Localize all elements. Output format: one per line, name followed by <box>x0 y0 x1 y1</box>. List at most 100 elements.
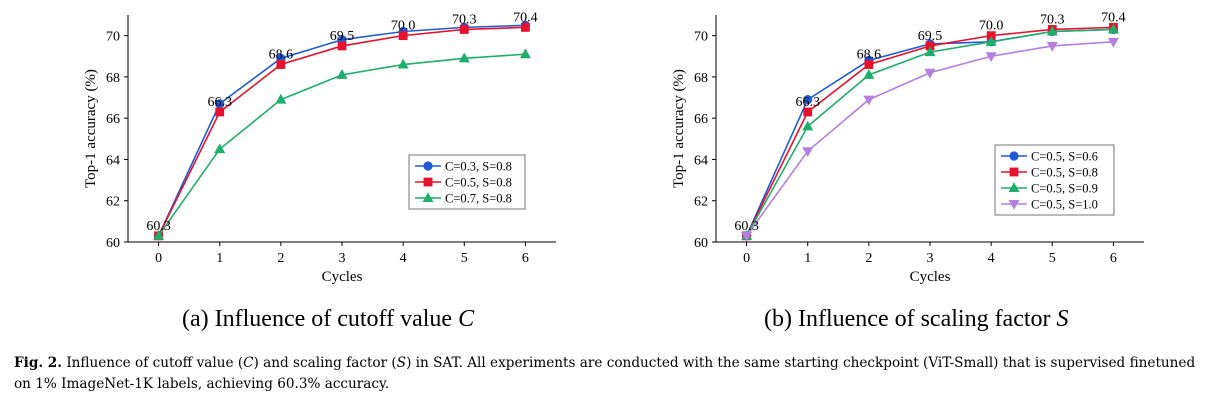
data-point <box>924 46 936 57</box>
y-tick-label: 66 <box>694 112 708 127</box>
data-point <box>215 99 225 109</box>
legend-label: C=0.5, S=1.0 <box>1031 198 1098 212</box>
y-axis-label: Top-1 accuracy (%) <box>671 69 687 188</box>
data-point <box>276 60 286 69</box>
data-point <box>214 143 226 154</box>
data-point <box>925 41 935 51</box>
data-label: 68.6 <box>857 48 882 63</box>
data-point <box>863 69 875 79</box>
y-tick-label: 62 <box>694 195 708 210</box>
data-point <box>275 93 287 104</box>
x-tick-label: 1 <box>804 251 811 266</box>
data-point <box>741 231 753 242</box>
x-tick-label: 6 <box>1110 251 1117 266</box>
figure-caption: Fig. 2. Influence of cutoff value (C) an… <box>14 353 1214 395</box>
y-tick-label: 68 <box>694 71 708 86</box>
subcaption-a: (a) Influence of cutoff value C <box>182 306 474 333</box>
data-point <box>459 25 469 34</box>
y-tick-label: 64 <box>106 153 120 168</box>
data-point <box>985 36 997 46</box>
data-label: 70.0 <box>391 19 416 34</box>
caption-var-c: C <box>243 355 254 371</box>
y-tick-label: 64 <box>694 153 708 168</box>
data-point <box>398 31 408 41</box>
data-point <box>458 52 470 63</box>
data-point <box>519 48 531 59</box>
data-point <box>1107 23 1119 34</box>
caption-text-2: ) and scaling factor ( <box>253 355 397 371</box>
x-axis-label: Cycles <box>322 269 363 285</box>
data-label: 70.3 <box>1040 12 1065 27</box>
y-tick-label: 70 <box>106 30 120 45</box>
data-point <box>985 52 997 63</box>
chart-a: 60 62 64 66 68 70 0 1 2 3 4 5 6 Cycles Top-1 accuracy … <box>83 10 556 285</box>
data-point <box>397 58 409 69</box>
data-point <box>1107 37 1119 48</box>
chart-b: 60 62 64 66 68 70 0 1 2 3 4 5 6 Cycles Top-1 accuracy … <box>671 10 1144 285</box>
subcaption-b-variable: S <box>1056 306 1069 332</box>
legend-label: C=0.5, S=0.6 <box>1031 150 1098 164</box>
y-tick-label: 62 <box>106 195 120 210</box>
legend-label: C=0.3, S=0.8 <box>445 160 512 174</box>
data-label: 70.3 <box>452 12 477 27</box>
data-label: 69.5 <box>330 29 355 44</box>
legend-marker <box>422 192 434 202</box>
x-tick-label: 4 <box>400 251 407 266</box>
data-point <box>864 60 874 69</box>
legend-marker <box>1009 151 1019 161</box>
caption-var-s: S <box>396 355 407 371</box>
caption-text-3: ) in SAT. All experiments are conducted … <box>14 355 1196 392</box>
data-point <box>803 95 813 105</box>
y-tick-label: 66 <box>106 112 120 127</box>
data-label: 60.3 <box>734 219 759 234</box>
x-tick-label: 0 <box>743 251 750 266</box>
data-label: 70.4 <box>1101 10 1126 25</box>
data-point <box>215 107 225 117</box>
data-point <box>336 69 348 79</box>
caption-label: Fig. 2. <box>14 355 62 371</box>
x-tick-label: 1 <box>216 251 223 266</box>
data-point <box>1046 41 1058 52</box>
data-point <box>924 68 936 79</box>
data-label: 70.0 <box>979 19 1004 34</box>
data-point <box>153 230 165 240</box>
data-label: 66.3 <box>207 95 232 110</box>
x-tick-label: 2 <box>277 251 284 266</box>
subcaption-a-variable: C <box>458 306 475 332</box>
x-tick-label: 5 <box>461 251 468 266</box>
x-tick-label: 6 <box>522 251 529 266</box>
subcaption-b-text: (b) Influence of scaling factor <box>764 306 1057 332</box>
x-axis-label: Cycles <box>910 269 951 285</box>
caption-text-1: Influence of cutoff value ( <box>66 355 244 371</box>
legend-marker <box>1008 182 1020 192</box>
data-point <box>1046 25 1058 36</box>
y-tick-label: 60 <box>106 236 120 251</box>
y-tick-label: 68 <box>106 71 120 86</box>
legend-label: C=0.7, S=0.8 <box>445 192 512 206</box>
data-point <box>802 147 814 157</box>
data-label: 68.6 <box>269 48 294 63</box>
data-point <box>521 22 530 32</box>
data-label: 60.3 <box>146 219 171 234</box>
legend-label: C=0.5, S=0.9 <box>1031 182 1098 196</box>
legend-marker <box>1009 167 1019 177</box>
data-point <box>337 41 347 51</box>
x-tick-label: 4 <box>988 251 995 266</box>
x-tick-label: 2 <box>865 251 872 266</box>
data-point <box>803 107 813 117</box>
data-label: 70.4 <box>513 10 538 25</box>
data-point <box>802 120 814 131</box>
x-tick-label: 0 <box>155 251 162 266</box>
subcaption-b: (b) Influence of scaling factor S <box>764 306 1069 333</box>
data-point <box>863 95 875 106</box>
data-label: 69.5 <box>918 29 943 44</box>
y-axis-label: Top-1 accuracy (%) <box>83 69 99 188</box>
y-tick-label: 70 <box>694 30 708 45</box>
subcaption-a-text: (a) Influence of cutoff value <box>182 306 459 332</box>
legend-marker <box>1008 200 1020 210</box>
y-tick-label: 60 <box>694 236 708 251</box>
x-tick-label: 5 <box>1049 251 1056 266</box>
legend-label: C=0.5, S=0.8 <box>445 176 512 190</box>
legend-marker <box>423 177 433 187</box>
